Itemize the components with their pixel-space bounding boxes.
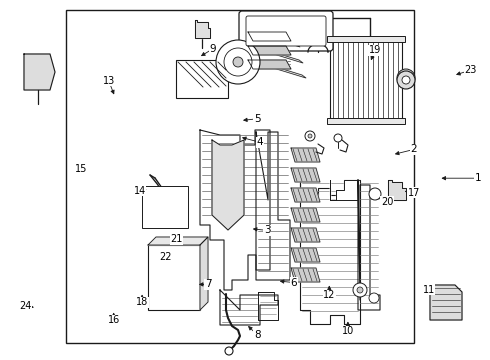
Polygon shape: [248, 46, 291, 55]
Circle shape: [353, 283, 367, 297]
Text: 5: 5: [254, 114, 261, 124]
Circle shape: [334, 134, 342, 142]
Polygon shape: [248, 32, 291, 41]
Text: 9: 9: [210, 44, 217, 54]
Text: 10: 10: [342, 326, 354, 336]
Circle shape: [401, 73, 411, 83]
Text: 12: 12: [323, 290, 336, 300]
Circle shape: [397, 69, 415, 87]
Polygon shape: [291, 248, 320, 262]
Polygon shape: [291, 188, 320, 202]
Polygon shape: [291, 268, 320, 282]
FancyBboxPatch shape: [239, 11, 333, 51]
Polygon shape: [200, 237, 208, 310]
Text: 2: 2: [411, 144, 417, 154]
Text: 19: 19: [369, 45, 381, 55]
Polygon shape: [291, 228, 320, 242]
Text: 3: 3: [264, 225, 270, 235]
Text: 18: 18: [136, 297, 148, 307]
Polygon shape: [260, 33, 300, 47]
Text: 11: 11: [423, 285, 435, 295]
Text: 8: 8: [254, 330, 261, 340]
Polygon shape: [195, 20, 210, 38]
Text: 23: 23: [464, 65, 477, 75]
Text: 13: 13: [103, 76, 115, 86]
Polygon shape: [256, 132, 290, 280]
Polygon shape: [430, 285, 462, 320]
Polygon shape: [148, 237, 208, 245]
Polygon shape: [266, 64, 306, 78]
Polygon shape: [200, 130, 270, 290]
Circle shape: [369, 188, 381, 200]
Circle shape: [233, 57, 243, 67]
Bar: [176, 60, 228, 98]
Circle shape: [402, 76, 410, 84]
Polygon shape: [248, 60, 291, 69]
Text: 6: 6: [291, 278, 297, 288]
Polygon shape: [388, 180, 406, 200]
Polygon shape: [291, 208, 320, 222]
Bar: [66, 10, 414, 343]
Polygon shape: [212, 140, 244, 230]
Circle shape: [397, 71, 415, 89]
Text: 21: 21: [170, 234, 183, 244]
Text: 15: 15: [74, 164, 87, 174]
Bar: [327, 36, 405, 42]
Polygon shape: [291, 148, 320, 162]
Text: 24: 24: [19, 301, 32, 311]
Text: 1: 1: [474, 173, 481, 183]
Bar: [330, 40, 402, 120]
Circle shape: [305, 131, 315, 141]
Text: 7: 7: [205, 279, 212, 289]
Circle shape: [225, 347, 233, 355]
Text: 14: 14: [133, 186, 146, 196]
Text: 16: 16: [108, 315, 120, 325]
Text: 17: 17: [408, 188, 420, 198]
Circle shape: [224, 48, 252, 76]
Polygon shape: [263, 49, 303, 63]
Text: 22: 22: [159, 252, 172, 262]
Polygon shape: [300, 180, 360, 324]
Circle shape: [216, 40, 260, 84]
Polygon shape: [330, 180, 358, 200]
Text: 20: 20: [381, 197, 393, 207]
Polygon shape: [220, 290, 278, 325]
Circle shape: [357, 287, 363, 293]
Bar: [327, 118, 405, 124]
FancyBboxPatch shape: [246, 16, 326, 46]
Polygon shape: [358, 180, 380, 310]
Bar: [142, 186, 188, 228]
Polygon shape: [258, 292, 278, 320]
Polygon shape: [24, 54, 55, 90]
Circle shape: [308, 134, 312, 138]
Text: 4: 4: [256, 137, 263, 147]
Bar: [148, 245, 200, 310]
Polygon shape: [291, 168, 320, 182]
Circle shape: [369, 293, 379, 303]
